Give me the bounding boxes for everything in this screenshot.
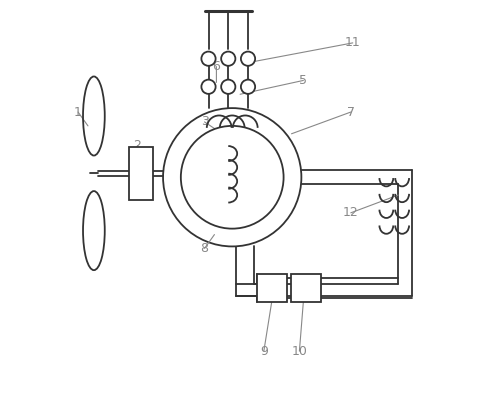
Circle shape <box>181 126 284 228</box>
Circle shape <box>241 52 255 66</box>
Text: 2: 2 <box>134 139 141 152</box>
Circle shape <box>202 52 215 66</box>
Bar <box>257 274 286 302</box>
Circle shape <box>221 52 236 66</box>
Text: 7: 7 <box>347 105 355 119</box>
Text: 1: 1 <box>74 105 82 119</box>
Bar <box>292 274 321 302</box>
Text: 11: 11 <box>345 36 360 49</box>
Circle shape <box>163 108 302 246</box>
Text: 10: 10 <box>292 345 308 358</box>
Circle shape <box>221 80 236 94</box>
Text: 3: 3 <box>200 115 208 129</box>
Circle shape <box>202 80 215 94</box>
Text: 12: 12 <box>343 206 358 219</box>
Text: 8: 8 <box>200 242 208 255</box>
Text: 5: 5 <box>300 74 308 87</box>
Text: 9: 9 <box>260 345 268 358</box>
Text: 4: 4 <box>200 195 208 207</box>
Circle shape <box>241 80 255 94</box>
Text: 6: 6 <box>212 60 220 73</box>
Bar <box>130 146 153 200</box>
